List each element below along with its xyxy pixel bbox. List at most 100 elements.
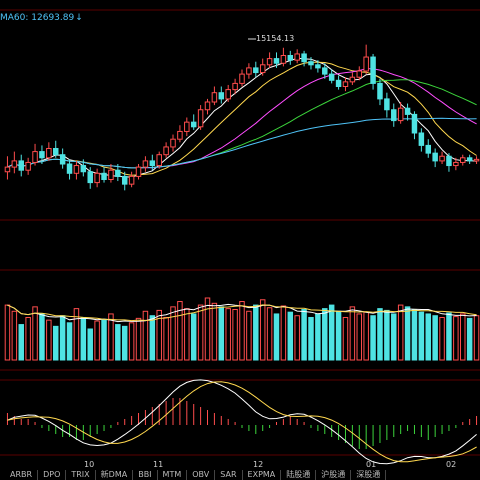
indicator-tab[interactable]: BBI [133,470,158,480]
candle-body [25,161,31,171]
macd-panel [6,379,478,465]
candle-body [308,61,314,66]
candle-body [363,56,369,72]
volume-bar [280,305,287,361]
candle-body [460,157,466,163]
volume-bar [239,301,245,361]
candle-body [301,53,307,63]
volume-bar [163,316,169,361]
volume-bar [328,304,335,361]
indicator-tab[interactable]: 深股通 [351,470,387,480]
candle-body [11,160,18,168]
candle-body [94,172,100,184]
month-label: 01 [366,460,377,469]
volume-bar [46,319,52,361]
volume-bar [335,310,342,361]
candle-body [439,155,445,162]
volume-bar [460,313,466,361]
volume-bar [177,301,183,361]
month-label: 11 [153,460,164,469]
volume-bar [315,313,321,361]
candle-body [204,101,211,111]
volume-bar [197,304,204,361]
indicator-tab[interactable]: 新DMA [96,470,134,480]
month-label: 10 [84,460,95,469]
candle-body [163,146,169,156]
volume-bar [453,316,459,361]
volume-bar [266,307,273,361]
candle-body [59,154,66,165]
volume-bar [466,317,473,361]
macd-dif-line [7,379,477,465]
candle-body [115,169,121,177]
chart-grid [0,9,480,456]
indicator-tab[interactable]: TRIX [66,470,96,480]
volume-bar [218,306,225,361]
candle-body [425,144,432,154]
volume-bar [356,313,363,361]
candlestick-series [4,44,480,191]
candle-body [218,92,225,100]
candle-body [232,82,238,91]
candle-body [73,165,80,174]
volume-bar [211,302,218,361]
candle-body [4,166,11,173]
indicator-tab[interactable]: SAR [215,470,243,480]
volume-bar [411,309,418,361]
ma60-line [7,117,477,169]
candle-body [121,175,128,185]
volume-bar [418,311,425,361]
volume-bar [322,308,328,361]
volume-bar [370,315,376,361]
candle-body [377,82,383,100]
candle-body [197,109,204,128]
candle-body [473,158,480,162]
candle-body [87,171,93,184]
candle-body [342,81,349,87]
volume-bar [115,324,121,361]
candle-body [273,58,280,64]
volume-bar [66,322,73,361]
volume-bar [308,316,314,361]
volume-bar [135,317,142,361]
ma60-value: MA60: 12693.89 [0,13,75,23]
indicator-tab[interactable]: OBV [187,470,216,480]
candle-body [246,67,252,75]
volume-bar [384,309,390,361]
indicator-tab[interactable]: EXPMA [243,470,282,480]
candle-body [225,89,231,100]
volume-bar [121,325,128,361]
volume-bar [204,297,211,361]
volume-bar [170,306,176,361]
peak-value-label: 15154.13 [256,34,295,43]
indicator-tab-bar: ARBR DPO TRIX 新DMA BBI MTM OBV SAR EXPMA 陆股通 沪股通 深股… [0,470,480,480]
indicator-tab[interactable]: ARBR [0,470,39,480]
volume-bar [39,313,45,361]
candle-body [335,79,342,88]
volume-bar [294,315,300,361]
volume-ma10-line [7,304,477,322]
candle-body [391,109,397,122]
indicator-tab[interactable]: 陆股通 [281,470,317,480]
indicator-tab[interactable]: DPO [38,470,67,480]
volume-bar [32,306,38,361]
candle-body [142,160,149,168]
candle-body [18,160,24,171]
volume-bar [11,310,18,361]
volume-bars [4,297,480,361]
volume-bar [108,313,114,361]
candle-body [128,175,135,185]
indicator-tab[interactable]: 沪股通 [316,470,352,480]
candle-body [315,64,321,69]
candle-body [404,107,411,115]
candle-body [52,148,59,156]
indicator-tab[interactable]: MTM [158,470,188,480]
candle-body [266,58,273,66]
candle-body [280,55,287,64]
candle-body [190,121,197,128]
volume-bar [80,316,87,361]
down-arrow-icon: ↓ [75,13,83,23]
candle-body [46,148,52,159]
volume-bar [253,304,259,361]
